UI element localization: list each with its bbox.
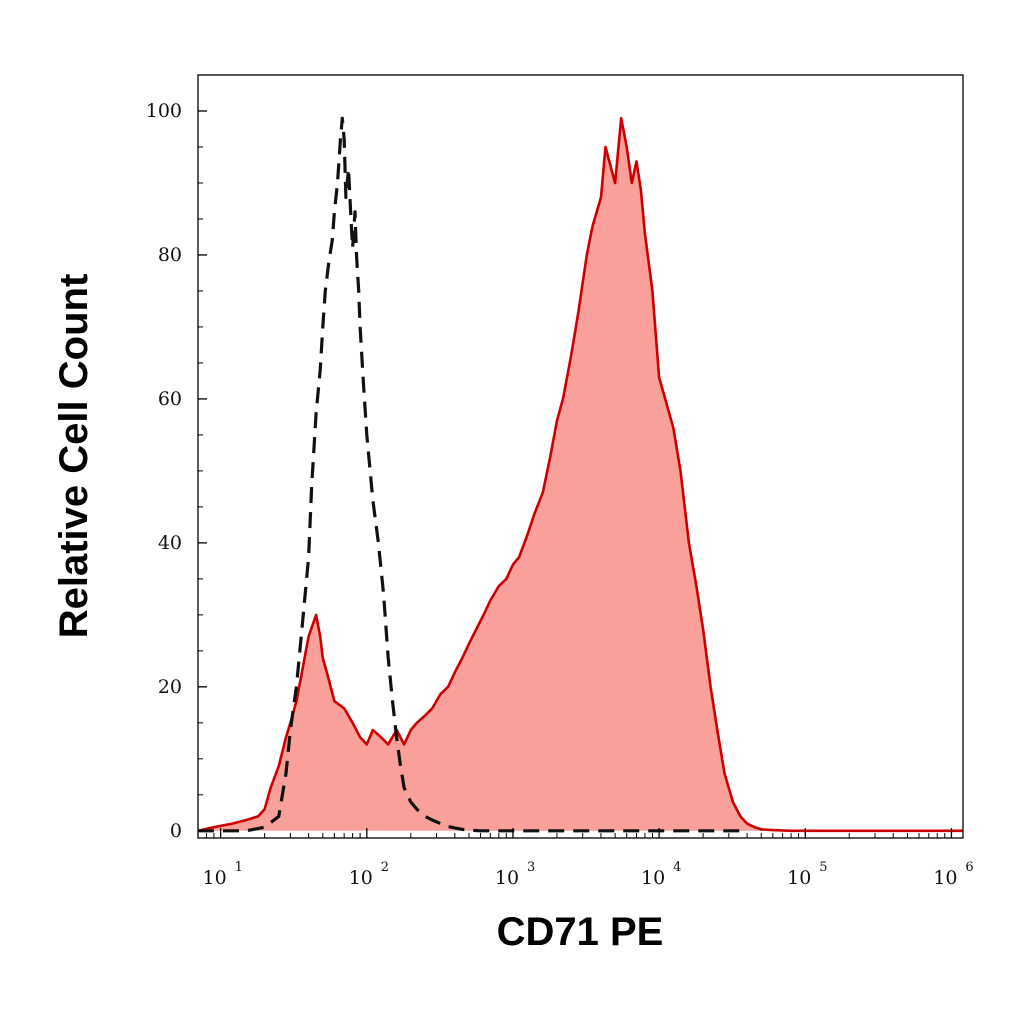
plot-frame — [197, 74, 964, 839]
x-tick-exponent: 4 — [673, 860, 681, 875]
x-axis-title: CD71 PE — [497, 910, 664, 954]
series-1-dashed-line — [198, 116, 748, 833]
labels-layer: 0 20 40 60 80 100 10 1 10 2 10 3 10 4 10 5 10 6 — [146, 100, 974, 889]
series-layer — [197, 116, 963, 833]
x-tick-label: 10 — [933, 867, 957, 889]
series-0-outline — [197, 116, 963, 833]
axes-layer — [197, 74, 964, 839]
x-tick-exponent: 5 — [819, 860, 827, 875]
x-tick-label: 10 — [349, 867, 373, 889]
y-tick-label: 100 — [146, 100, 182, 122]
x-tick-exponent: 3 — [527, 860, 535, 875]
x-tick-label: 10 — [641, 867, 665, 889]
x-tick-label: 10 — [203, 867, 227, 889]
y-tick-label: 60 — [158, 388, 182, 410]
x-tick-label: 10 — [495, 867, 519, 889]
y-tick-label: 80 — [158, 244, 182, 266]
y-tick-label: 40 — [158, 532, 182, 554]
x-tick-label: 10 — [787, 867, 811, 889]
y-axis-title: Relative Cell Count — [52, 274, 96, 639]
y-tick-label: 0 — [170, 820, 182, 842]
x-tick-exponent: 6 — [965, 860, 973, 875]
y-tick-label: 20 — [158, 676, 182, 698]
series-0-area — [198, 118, 963, 831]
x-tick-exponent: 1 — [235, 860, 243, 875]
x-tick-exponent: 2 — [381, 860, 389, 875]
